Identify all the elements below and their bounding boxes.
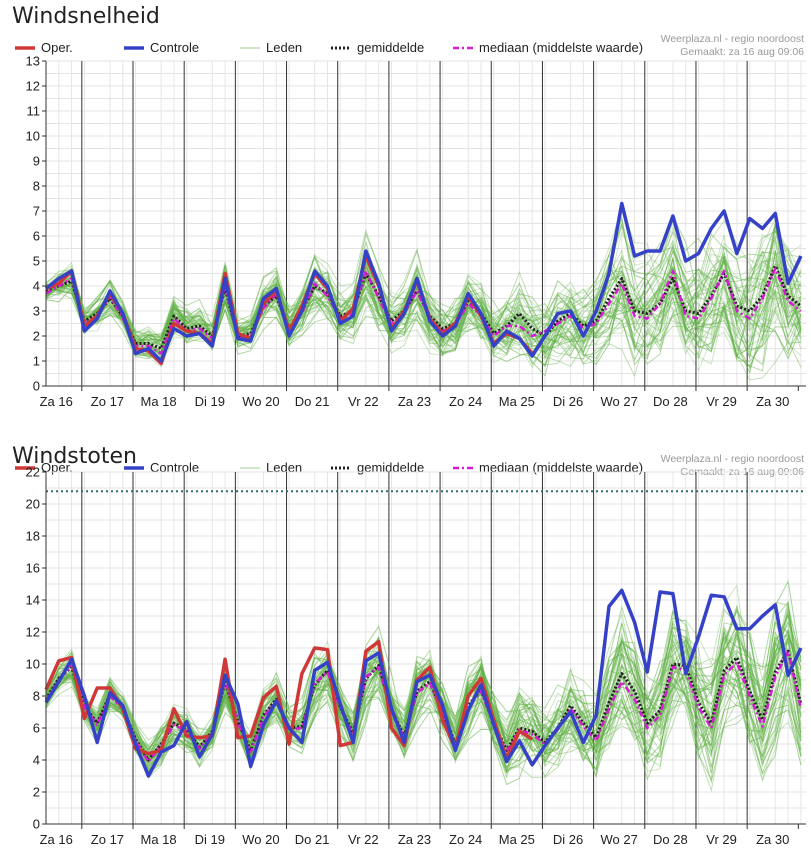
y-tick-label: 12 bbox=[26, 625, 40, 640]
member-line bbox=[45, 607, 802, 770]
x-tick-label: Zo 24 bbox=[449, 394, 482, 409]
y-tick-label: 7 bbox=[33, 204, 40, 219]
legend-label: mediaan (middelste waarde) bbox=[479, 40, 643, 55]
x-tick-label: Do 28 bbox=[653, 394, 688, 409]
x-tick-label: Do 21 bbox=[295, 394, 330, 409]
series-line-mediaan bbox=[44, 649, 803, 763]
y-tick-label: 11 bbox=[27, 104, 41, 119]
x-tick-label: Di 26 bbox=[553, 394, 583, 409]
x-tick-label: Wo 27 bbox=[601, 394, 638, 409]
series-line-gemiddelde bbox=[44, 649, 803, 762]
y-tick-label: 0 bbox=[33, 379, 40, 394]
y-tick-label: 10 bbox=[26, 657, 40, 672]
y-tick-label: 16 bbox=[26, 561, 40, 576]
legend-label: Controle bbox=[150, 40, 199, 55]
source-text: Weerplaza.nl - regio noordoost bbox=[661, 33, 804, 45]
y-tick-label: 14 bbox=[26, 593, 40, 608]
y-tick-label: 6 bbox=[33, 229, 40, 244]
x-tick-label: Ma 25 bbox=[499, 832, 535, 847]
member-line bbox=[45, 579, 802, 763]
series-line-controle bbox=[44, 201, 803, 363]
x-tick-label: Wo 20 bbox=[242, 394, 279, 409]
x-tick-label: Za 23 bbox=[398, 394, 431, 409]
member-line bbox=[45, 608, 802, 768]
chart-title: Windstoten bbox=[12, 444, 137, 469]
y-tick-label: 20 bbox=[26, 497, 40, 512]
y-tick-label: 2 bbox=[33, 785, 40, 800]
member-line bbox=[45, 612, 802, 757]
legend-label: Leden bbox=[266, 460, 302, 475]
x-tick-label: Zo 17 bbox=[91, 832, 124, 847]
chart-title: Windsnelheid bbox=[12, 4, 160, 29]
x-tick-label: Za 23 bbox=[398, 832, 431, 847]
windsnelheid-panel: Windsnelheid Weerplaza.nl - regio noordo… bbox=[0, 0, 811, 420]
x-tick-label: Za 30 bbox=[756, 832, 789, 847]
x-tick-label: Wo 27 bbox=[601, 832, 638, 847]
member-line bbox=[45, 629, 802, 779]
legend: Oper. Controle Leden gemiddelde mediaan (mid… bbox=[15, 460, 643, 475]
y-tick-label: 8 bbox=[33, 689, 40, 704]
legend-label: Leden bbox=[266, 40, 302, 55]
x-tick-label: Di 26 bbox=[553, 832, 583, 847]
x-tick-label: Vr 29 bbox=[706, 832, 737, 847]
x-tick-label: Vr 29 bbox=[706, 394, 737, 409]
y-tick-label: 4 bbox=[33, 753, 40, 768]
y-tick-label: 6 bbox=[33, 721, 40, 736]
y-tick-label: 13 bbox=[26, 54, 40, 69]
x-tick-label: Vr 22 bbox=[348, 832, 379, 847]
windstoten-panel: Windstoten Weerplaza.nl - regio noordoos… bbox=[0, 440, 811, 862]
y-tick-label: 12 bbox=[26, 79, 40, 94]
member-line bbox=[45, 219, 802, 356]
legend: Oper. Controle Leden gemiddelde mediaan (mid… bbox=[15, 40, 643, 55]
grid bbox=[46, 471, 806, 825]
x-tick-label: Ma 18 bbox=[141, 832, 177, 847]
y-tick-label: 22 bbox=[26, 465, 40, 480]
x-tick-label: Zo 24 bbox=[449, 832, 482, 847]
x-tick-label: Ma 18 bbox=[141, 394, 177, 409]
made-text: Gemaakt: za 16 aug 09:06 bbox=[680, 46, 804, 58]
y-tick-label: 0 bbox=[33, 817, 40, 832]
x-tick-label: Zo 17 bbox=[91, 394, 124, 409]
x-tick-label: Ma 25 bbox=[499, 394, 535, 409]
source-text: Weerplaza.nl - regio noordoost bbox=[661, 453, 804, 465]
series-line-controle bbox=[44, 588, 803, 778]
x-tick-label: Di 19 bbox=[195, 832, 225, 847]
y-tick-label: 18 bbox=[26, 529, 40, 544]
legend-label: gemiddelde bbox=[357, 460, 424, 475]
legend-label: Oper. bbox=[41, 460, 73, 475]
x-tick-label: Di 19 bbox=[195, 394, 225, 409]
y-tick-label: 4 bbox=[33, 279, 40, 294]
member-line bbox=[45, 266, 802, 366]
y-tick-label: 3 bbox=[33, 304, 40, 319]
y-tick-label: 2 bbox=[33, 329, 40, 344]
y-tick-label: 9 bbox=[33, 154, 40, 169]
member-line bbox=[45, 628, 802, 781]
member-line bbox=[45, 267, 802, 354]
x-tick-label: Do 28 bbox=[653, 832, 688, 847]
legend-label: mediaan (middelste waarde) bbox=[479, 460, 643, 475]
member-line bbox=[45, 601, 802, 772]
x-tick-label: Za 16 bbox=[40, 394, 73, 409]
member-line bbox=[45, 229, 802, 356]
legend-label: Oper. bbox=[41, 40, 73, 55]
x-tick-label: Za 30 bbox=[756, 394, 789, 409]
member-line bbox=[45, 623, 802, 779]
y-tick-label: 1 bbox=[33, 354, 40, 369]
member-line bbox=[45, 218, 802, 368]
legend-label: Controle bbox=[150, 460, 199, 475]
x-tick-label: Wo 20 bbox=[242, 832, 279, 847]
legend-label: gemiddelde bbox=[357, 40, 424, 55]
y-tick-label: 10 bbox=[26, 129, 40, 144]
x-tick-label: Za 16 bbox=[40, 832, 73, 847]
x-tick-label: Vr 22 bbox=[348, 394, 379, 409]
y-tick-label: 8 bbox=[33, 179, 40, 194]
y-tick-label: 5 bbox=[33, 254, 40, 269]
x-tick-label: Do 21 bbox=[295, 832, 330, 847]
